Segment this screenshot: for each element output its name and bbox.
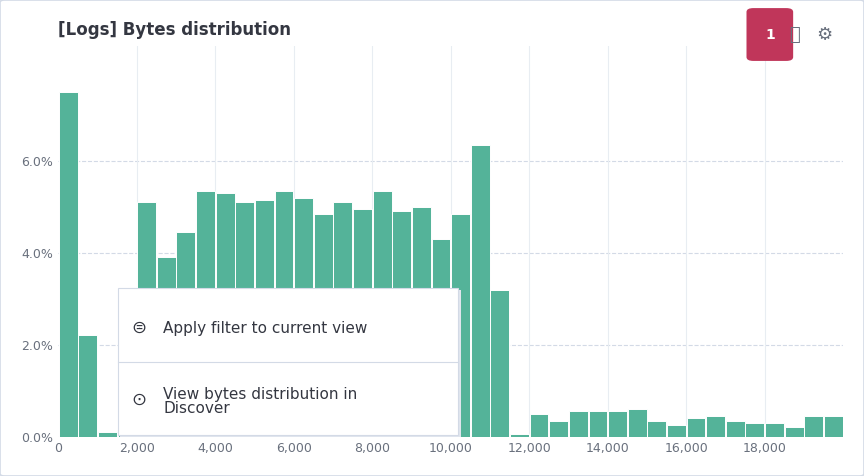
Text: ⧉: ⧉ <box>789 26 799 43</box>
Bar <box>255 200 274 436</box>
Bar <box>766 423 784 436</box>
Bar <box>372 191 391 436</box>
Bar <box>79 336 98 436</box>
Bar <box>431 239 450 436</box>
Text: ⩵: ⩵ <box>139 327 140 329</box>
Bar <box>334 202 353 436</box>
Bar <box>628 409 646 436</box>
Bar <box>491 289 509 436</box>
Bar <box>706 416 725 436</box>
Bar <box>687 418 705 436</box>
Text: [Logs] Bytes distribution: [Logs] Bytes distribution <box>59 21 291 39</box>
Bar <box>295 198 313 436</box>
Bar <box>824 416 842 436</box>
Bar <box>353 209 372 436</box>
Bar <box>118 434 137 436</box>
Bar <box>588 411 607 436</box>
Bar <box>137 202 156 436</box>
Bar <box>510 434 529 436</box>
Bar <box>392 211 411 436</box>
Text: 1: 1 <box>765 28 775 41</box>
Bar <box>216 193 234 436</box>
Text: View bytes distribution in: View bytes distribution in <box>163 387 358 402</box>
Bar <box>569 411 588 436</box>
Bar <box>314 214 333 436</box>
Bar <box>157 258 175 436</box>
Bar <box>804 416 823 436</box>
Bar <box>726 420 745 436</box>
Bar <box>275 191 294 436</box>
Bar <box>785 427 804 436</box>
Bar <box>412 207 431 436</box>
Bar <box>471 145 490 436</box>
Bar <box>667 425 686 436</box>
Bar <box>647 420 666 436</box>
Bar <box>176 232 195 436</box>
Text: Discover: Discover <box>163 401 230 416</box>
Bar <box>608 411 627 436</box>
Bar <box>235 202 254 436</box>
Bar <box>746 423 765 436</box>
Text: ⚙: ⚙ <box>816 26 832 43</box>
Bar <box>98 432 117 436</box>
Text: ⊜: ⊜ <box>131 319 147 337</box>
Bar <box>530 414 549 436</box>
Bar <box>59 92 78 436</box>
Bar <box>451 214 470 436</box>
Bar <box>550 420 569 436</box>
Text: Apply filter to current view: Apply filter to current view <box>163 321 368 336</box>
Bar <box>196 191 215 436</box>
Text: ⊙: ⊙ <box>131 391 147 409</box>
